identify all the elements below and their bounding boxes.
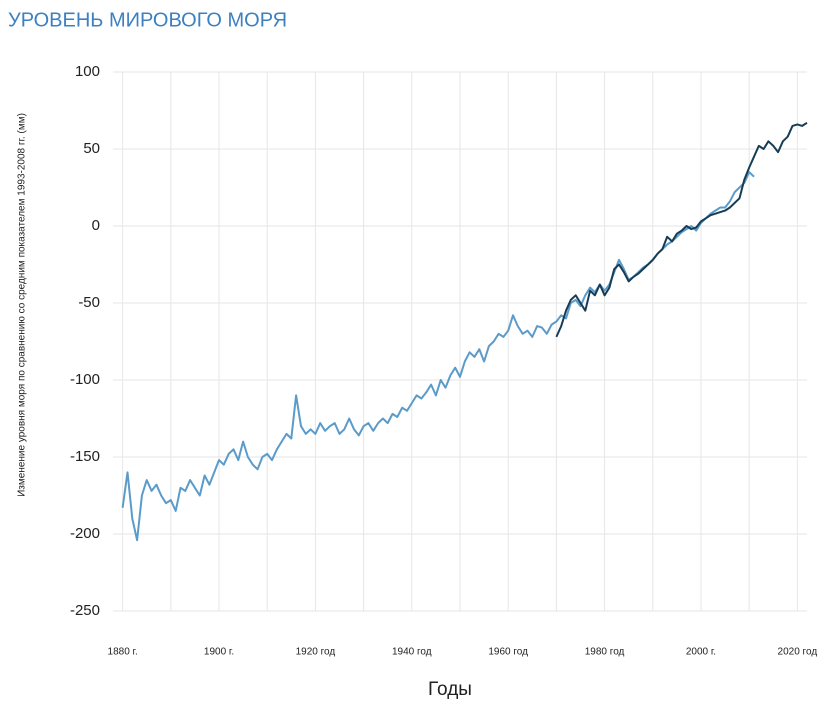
y-tick-label: -200 bbox=[70, 525, 100, 542]
x-tick-label: 1920 год bbox=[296, 647, 336, 658]
y-tick-label: -250 bbox=[70, 602, 100, 619]
series-line bbox=[121, 171, 755, 542]
x-tick-label: 2000 г. bbox=[686, 647, 716, 658]
y-tick-label: 50 bbox=[83, 140, 100, 157]
x-tick-label: 1940 год bbox=[392, 647, 432, 658]
y-tick-label: -50 bbox=[78, 294, 100, 311]
x-tick-label: 1980 год bbox=[585, 647, 625, 658]
x-tick-label: 1900 г. bbox=[204, 647, 234, 658]
y-tick-label: -100 bbox=[70, 371, 100, 388]
series-line bbox=[555, 121, 808, 338]
y-tick-label: 100 bbox=[75, 63, 100, 80]
x-tick-label: 2020 год bbox=[778, 647, 818, 658]
x-tick-label: 1960 год bbox=[488, 647, 528, 658]
y-tick-label: -150 bbox=[70, 448, 100, 465]
x-tick-label: 1880 г. bbox=[108, 647, 138, 658]
y-tick-label: 0 bbox=[92, 217, 100, 234]
x-axis-title: Годы bbox=[428, 679, 472, 700]
y-axis-title: Изменение уровня моря по сравнению со ср… bbox=[17, 113, 28, 497]
chart-title: УРОВЕНЬ МИРОВОГО МОРЯ bbox=[8, 9, 287, 31]
